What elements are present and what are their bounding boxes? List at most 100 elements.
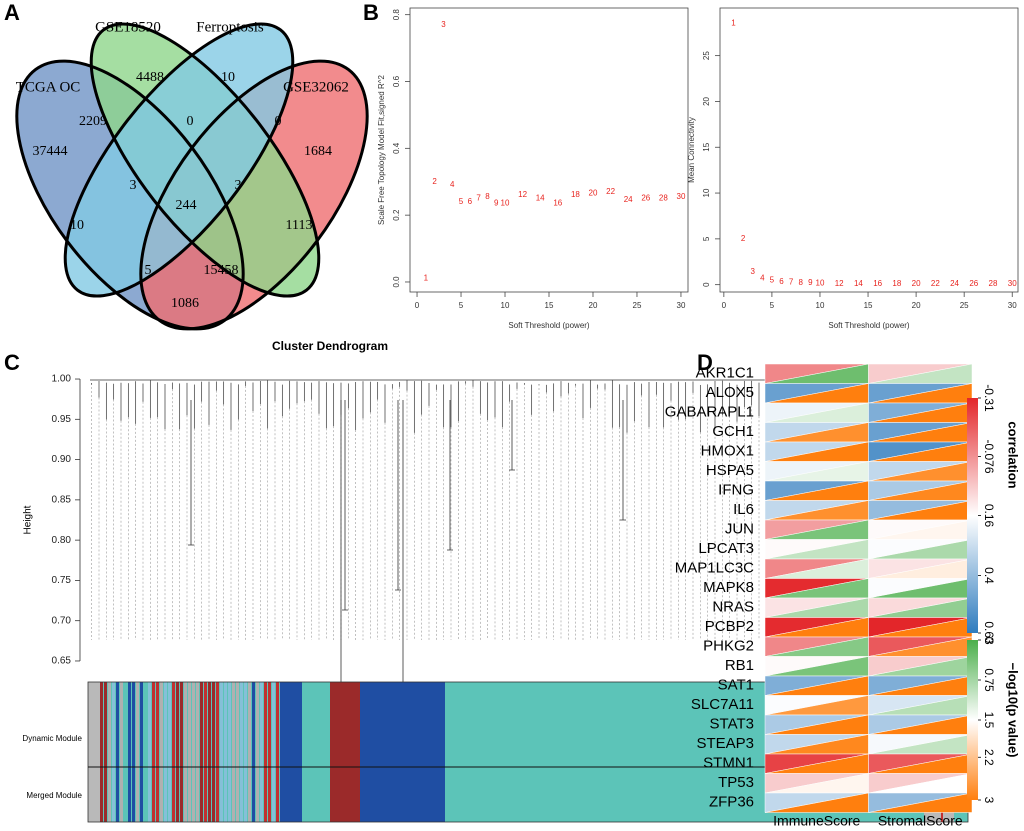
gene-label: HSPA5 xyxy=(706,462,754,479)
module-stripe xyxy=(256,682,259,822)
set-label: GSE18520 xyxy=(95,19,161,35)
gene-label: PCBP2 xyxy=(705,618,754,635)
module-stripe xyxy=(204,682,207,822)
point-label: 28 xyxy=(659,194,668,203)
branch-long xyxy=(338,400,344,691)
module-block xyxy=(302,682,330,822)
module-stripe xyxy=(152,682,155,822)
module-stripe xyxy=(132,682,135,822)
region-count: 0 xyxy=(187,114,194,129)
y-tick-label: 10 xyxy=(702,188,711,197)
point-label: 3 xyxy=(750,267,755,276)
gene-label: ALOX5 xyxy=(706,384,754,401)
module-block xyxy=(330,682,360,822)
module-stripe xyxy=(180,682,183,822)
y-tick-label: 0.65 xyxy=(52,656,72,667)
colorbar-tick-label: 1.5 xyxy=(982,712,996,729)
colorbar xyxy=(967,398,978,633)
module-stripe xyxy=(252,682,255,822)
gene-label: AKR1C1 xyxy=(696,365,754,382)
point-label: 7 xyxy=(476,194,481,203)
region-count: 1086 xyxy=(171,296,199,311)
module-stripe xyxy=(184,682,187,822)
y-axis-label: Height xyxy=(23,505,34,534)
x-tick-label: 20 xyxy=(589,301,598,310)
gene-label: STEAP3 xyxy=(696,735,754,752)
gene-label: ZFP36 xyxy=(709,794,754,811)
module-stripe xyxy=(156,682,159,822)
point-label: 5 xyxy=(770,276,775,285)
module-stripe xyxy=(208,682,211,822)
module-stripe xyxy=(248,682,251,822)
point-label: 4 xyxy=(760,273,765,282)
set-label: Ferroptosis xyxy=(196,19,264,35)
plot-frame xyxy=(409,7,689,293)
module-stripe xyxy=(244,682,247,822)
module-stripe xyxy=(164,682,167,822)
venn-set xyxy=(65,23,293,297)
x-tick-label: 30 xyxy=(1008,301,1017,310)
colorbar-tick-label: 0.63 xyxy=(982,621,996,645)
module-stripe xyxy=(264,682,267,822)
module-stripe xyxy=(108,682,111,822)
module-stripe xyxy=(112,682,115,822)
y-tick-label: 0.80 xyxy=(52,535,72,546)
colorbar-tick-label: 2.2 xyxy=(982,749,996,766)
point-label: 8 xyxy=(799,278,804,287)
module-stripe xyxy=(220,682,223,822)
module-stripe xyxy=(120,682,123,822)
point-label: 30 xyxy=(677,192,686,201)
y-tick-label: 0.0 xyxy=(392,276,401,288)
module-stripe xyxy=(148,682,151,822)
module-stripe xyxy=(216,682,219,822)
point-label: 10 xyxy=(816,278,825,287)
gene-label: IL6 xyxy=(733,501,754,518)
module-stripe xyxy=(272,682,275,822)
module-stripe xyxy=(144,682,147,822)
module-stripe xyxy=(124,682,127,822)
x-tick-label: 10 xyxy=(501,301,510,310)
y-tick-label: 0.95 xyxy=(52,414,72,425)
point-label: 24 xyxy=(624,195,633,204)
colorbar-tick-label: 0.4 xyxy=(982,567,996,584)
point-label: 22 xyxy=(606,187,615,196)
gene-label: TP53 xyxy=(718,774,754,791)
column-label: ImmuneScore xyxy=(773,813,860,829)
region-count: 10 xyxy=(221,70,235,85)
region-count: 0 xyxy=(275,114,282,129)
colorbar xyxy=(967,640,978,800)
module-stripe xyxy=(116,682,119,822)
panel-label: C xyxy=(4,350,20,375)
branch-long xyxy=(620,400,626,521)
colorbar-title: −log10(p value) xyxy=(1006,663,1021,758)
region-count: 244 xyxy=(176,198,197,213)
point-label: 2 xyxy=(432,177,437,186)
panel-label: B xyxy=(363,0,379,25)
y-tick-label: 0.90 xyxy=(52,454,72,465)
point-label: 5 xyxy=(459,197,464,206)
column-label: StromalScore xyxy=(878,813,963,829)
module-stripe xyxy=(160,682,163,822)
y-tick-label: 0.8 xyxy=(392,9,401,21)
module-stripe xyxy=(212,682,215,822)
point-label: 22 xyxy=(931,279,940,288)
x-tick-label: 0 xyxy=(415,301,420,310)
module-stripe xyxy=(228,682,231,822)
point-label: 9 xyxy=(808,278,813,287)
colorbar-tick-label: 0 xyxy=(982,637,996,644)
point-label: 12 xyxy=(835,279,844,288)
x-tick-label: 25 xyxy=(960,301,969,310)
point-label: 4 xyxy=(450,180,455,189)
point-label: 8 xyxy=(485,192,490,201)
gene-label: SAT1 xyxy=(718,677,754,694)
x-tick-label: 10 xyxy=(816,301,825,310)
y-tick-label: 20 xyxy=(702,96,711,105)
module-stripe xyxy=(140,682,143,822)
module-row-label: Dynamic Module xyxy=(22,734,82,743)
x-tick-label: 0 xyxy=(722,301,727,310)
module-stripe xyxy=(136,682,139,822)
gene-label: GABARAPL1 xyxy=(665,404,754,421)
point-label: 14 xyxy=(854,279,863,288)
point-label: 3 xyxy=(441,20,446,29)
